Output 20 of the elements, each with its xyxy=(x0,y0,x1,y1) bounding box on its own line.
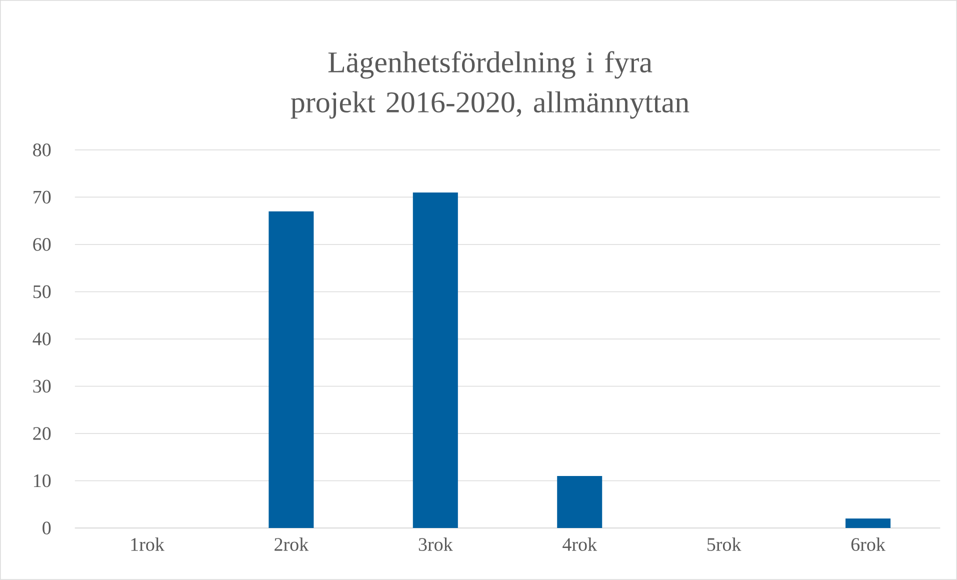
y-tick-label: 70 xyxy=(34,190,51,204)
bar xyxy=(412,192,458,528)
y-tick-label: 50 xyxy=(33,285,51,298)
chart-title: Lägenhetsfördelning i fyra projekt 2016-2020, allmännyttan xyxy=(290,51,690,119)
y-tick-label: 60 xyxy=(33,238,51,251)
x-tick-label: 2rok xyxy=(274,538,309,551)
x-tick-label: 4rok xyxy=(562,538,598,551)
y-tick-label: 20 xyxy=(33,427,51,440)
x-tick-label: 1rok xyxy=(131,538,164,551)
y-tick-label: 40 xyxy=(32,332,51,346)
x-tick-label: 5rok xyxy=(708,538,742,551)
bar xyxy=(557,476,602,528)
y-tick-label: 0 xyxy=(42,522,51,534)
y-tick-label: 30 xyxy=(33,380,51,393)
y-tick-label: 10 xyxy=(34,474,51,488)
x-tick-label: 6rok xyxy=(851,538,886,551)
x-tick-label: 3rok xyxy=(418,538,453,551)
y-tick-label: 80 xyxy=(33,144,51,156)
bar xyxy=(846,518,891,528)
bar xyxy=(268,211,314,528)
